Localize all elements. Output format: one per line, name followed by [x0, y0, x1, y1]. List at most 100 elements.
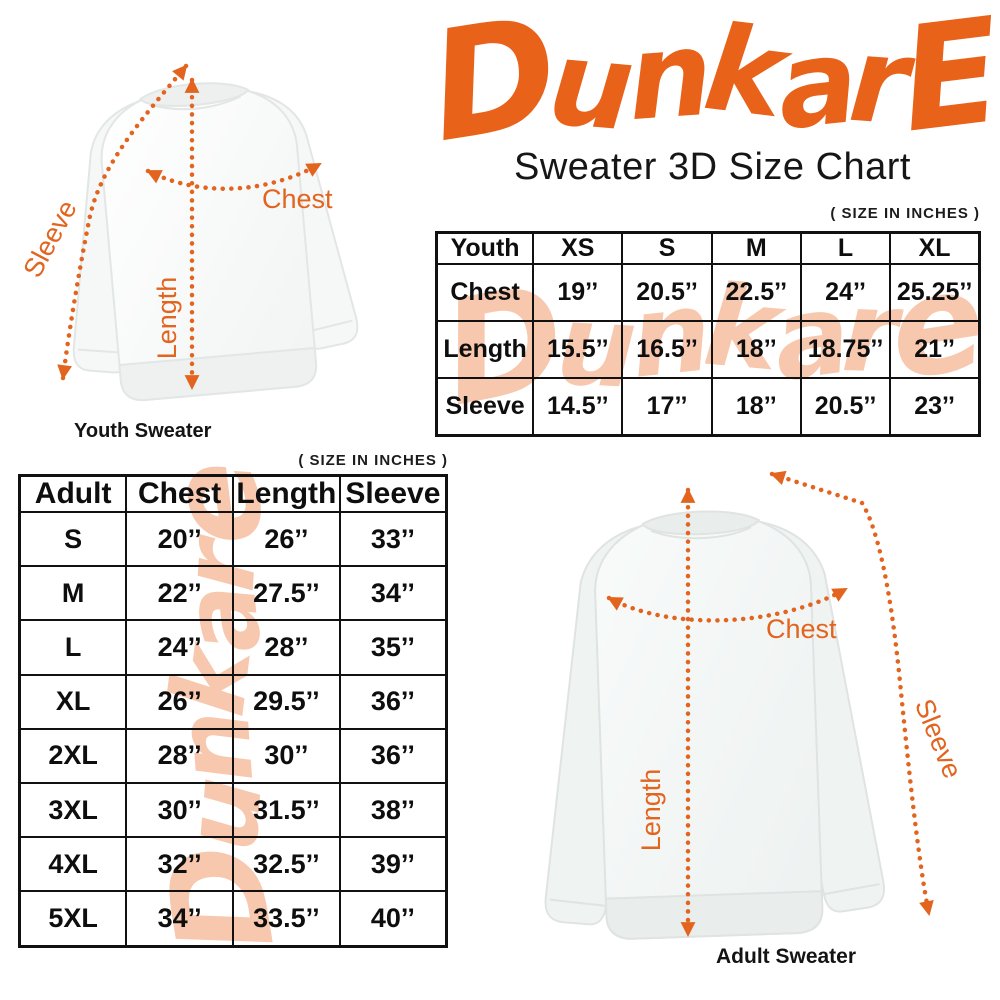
logo-letter: E: [891, 0, 1000, 165]
size-value-cell: 32.5’’: [232, 836, 341, 893]
table-row: S 20’’ 26’’ 33’’: [18, 510, 448, 568]
size-value-cell: 22.5’’: [710, 263, 802, 322]
column-header: XL: [889, 231, 981, 265]
size-value-cell: 20.5’’: [621, 263, 713, 322]
size-value-cell: 16.5’’: [621, 319, 713, 379]
size-value-cell: 15.5’’: [532, 319, 624, 379]
table-row: Sleeve 14.5’’ 17’’ 18’’ 20.5’’ 23’’: [435, 376, 981, 437]
row-header: Chest: [435, 263, 535, 322]
size-value-cell: 38’’: [338, 782, 448, 839]
size-value-cell: 32’’: [125, 836, 234, 893]
row-header: XL: [18, 673, 128, 730]
size-note-adult: ( SIZE IN INCHES ): [298, 452, 448, 469]
row-header: 2XL: [18, 727, 128, 785]
size-value-cell: 36’’: [338, 727, 448, 785]
size-value-cell: 30’’: [232, 727, 341, 785]
table-row: 2XL 28’’ 30’’ 36’’: [18, 727, 448, 785]
column-header: Chest: [125, 474, 234, 513]
size-value-cell: 21’’: [889, 319, 981, 379]
size-value-cell: 31.5’’: [232, 782, 341, 839]
row-header: M: [18, 565, 128, 622]
youth-figure-caption: Youth Sweater: [74, 420, 212, 442]
row-header: S: [18, 510, 128, 568]
row-header: 4XL: [18, 836, 128, 893]
logo-letter: n: [622, 4, 710, 148]
size-value-cell: 33’’: [338, 510, 448, 568]
size-value-cell: 36’’: [338, 673, 448, 730]
table-row: XL 26’’ 29.5’’ 36’’: [18, 673, 448, 730]
adult-sleeve-measure-label: Sleeve: [909, 695, 968, 783]
table-row: 4XL 32’’ 32.5’’ 39’’: [18, 836, 448, 893]
header-row: Adult Chest Length Sleeve: [18, 474, 448, 513]
adult-collar: [641, 510, 761, 536]
column-header: Length: [232, 474, 341, 513]
adult-size-table: Adult Chest Length Sleeve S 20’’ 26’’ 33’’ M 22’’…: [18, 474, 448, 948]
header-row: Youth XS S M L XL: [435, 231, 981, 265]
page-title: Sweater 3D Size Chart: [514, 146, 911, 188]
youth-sleeve-arrow: [57, 63, 189, 381]
adult-hem-rib: [604, 890, 824, 940]
row-header: L: [18, 619, 128, 676]
column-header: Youth: [435, 231, 535, 265]
column-header: Adult: [18, 474, 128, 513]
adult-sleeve-arrow: [769, 470, 934, 917]
table-row: L 24’’ 28’’ 35’’: [18, 619, 448, 676]
youth-size-table: Youth XS S M L XL Chest 19’’ 20.5’’ 22.5’’ 24’’ 25.…: [435, 231, 981, 437]
size-value-cell: 14.5’’: [532, 376, 624, 437]
adult-collar-rib: [650, 526, 752, 540]
table-row: Chest 19’’ 20.5’’ 22.5’’ 24’’ 25.25’’: [435, 263, 981, 322]
youth-chest-measure-label: Chest: [262, 184, 333, 214]
row-header: Sleeve: [435, 376, 535, 437]
table-row: 3XL 30’’ 31.5’’ 38’’: [18, 782, 448, 839]
size-value-cell: 26’’: [232, 510, 341, 568]
size-value-cell: 30’’: [125, 782, 234, 839]
row-header: 3XL: [18, 782, 128, 839]
size-value-cell: 33.5’’: [232, 890, 341, 948]
adult-sweater-illustration: [544, 510, 886, 940]
size-value-cell: 17’’: [621, 376, 713, 437]
youth-length-measure-label: Length: [152, 277, 182, 360]
size-value-cell: 24’’: [125, 619, 234, 676]
size-value-cell: 18.75’’: [799, 319, 892, 379]
size-value-cell: 27.5’’: [232, 565, 341, 622]
column-header: XS: [532, 231, 624, 265]
size-value-cell: 29.5’’: [232, 673, 341, 730]
size-value-cell: 18’’: [710, 376, 802, 437]
size-value-cell: 25.25’’: [889, 263, 981, 322]
youth-sweater-figure: Chest Length Sleeve: [17, 63, 359, 402]
row-header: 5XL: [18, 890, 128, 948]
logo-letter: D: [418, 0, 564, 177]
size-value-cell: 26’’: [125, 673, 234, 730]
size-value-cell: 24’’: [799, 263, 892, 322]
column-header: L: [799, 231, 892, 265]
adult-chest-measure-label: Chest: [766, 614, 837, 644]
size-value-cell: 23’’: [889, 376, 981, 437]
table-row: 5XL 34’’ 33.5’’ 40’’: [18, 890, 448, 948]
table-row: M 22’’ 27.5’’ 34’’: [18, 565, 448, 622]
adult-sweater-figure: Chest Length Sleeve: [544, 470, 968, 940]
logo-letter: a: [770, 11, 858, 157]
youth-sweater-illustration: [72, 82, 359, 402]
column-header: M: [710, 231, 802, 265]
adult-cuff-line-left: [549, 898, 606, 907]
size-value-cell: 28’’: [232, 619, 341, 676]
size-value-cell: 34’’: [125, 890, 234, 948]
row-header: Length: [435, 319, 535, 379]
table-row: Length 15.5’’ 16.5’’ 18’’ 18.75’’ 21’’: [435, 319, 981, 379]
size-value-cell: 19’’: [532, 263, 624, 322]
size-note-youth: ( SIZE IN INCHES ): [830, 205, 980, 222]
youth-sleeve-measure-label: Sleeve: [17, 195, 82, 282]
size-value-cell: 40’’: [338, 890, 448, 948]
logo-letter: u: [543, 12, 633, 158]
adult-body: [594, 514, 824, 940]
column-header: Sleeve: [338, 474, 448, 513]
size-value-cell: 18’’: [710, 319, 802, 379]
size-value-cell: 20.5’’: [799, 376, 892, 437]
size-value-cell: 39’’: [338, 836, 448, 893]
size-value-cell: 28’’: [125, 727, 234, 785]
column-header: S: [621, 231, 713, 265]
size-value-cell: 20’’: [125, 510, 234, 568]
adult-figure-caption: Adult Sweater: [716, 945, 857, 968]
